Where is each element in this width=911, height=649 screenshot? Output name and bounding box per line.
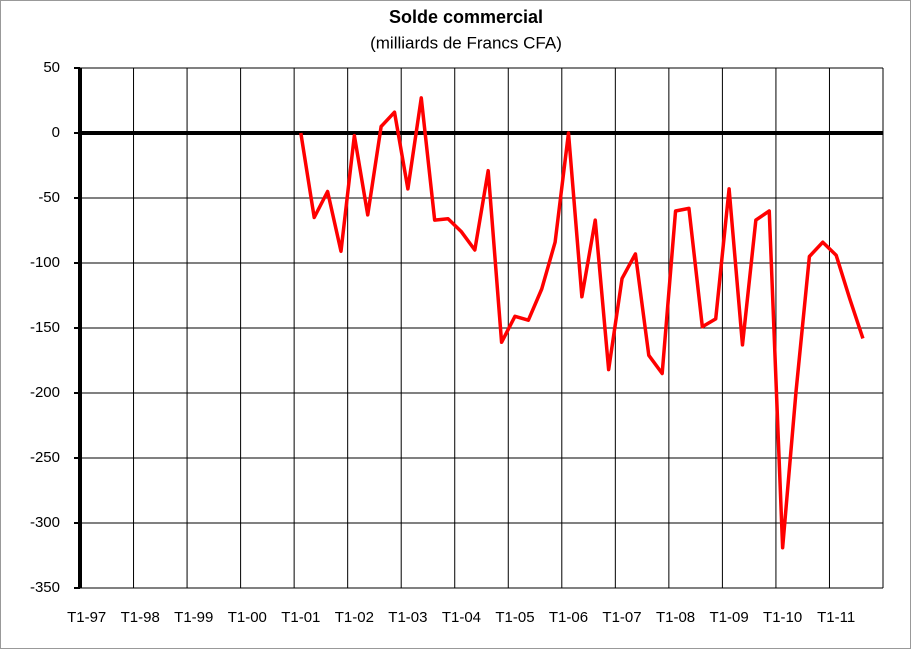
x-tick-label: T1-02 [335, 609, 374, 626]
y-tick-label: -150 [30, 319, 60, 336]
y-tick-label: -300 [30, 514, 60, 531]
y-tick-label: -250 [30, 449, 60, 466]
x-tick-label: T1-07 [602, 609, 641, 626]
x-tick-label: T1-10 [763, 609, 802, 626]
y-tick-label: -50 [38, 189, 60, 206]
x-tick-label: T1-06 [549, 609, 588, 626]
x-tick-label: T1-01 [281, 609, 320, 626]
x-tick-label: T1-00 [228, 609, 267, 626]
y-tick-label: -350 [30, 579, 60, 596]
x-tick-label: T1-98 [121, 609, 160, 626]
y-tick-label: -200 [30, 384, 60, 401]
y-tick-label: -100 [30, 254, 60, 271]
y-tick-label: 50 [43, 59, 60, 76]
x-tick-label: T1-97 [67, 609, 106, 626]
x-tick-label: T1-08 [656, 609, 695, 626]
chart-title: Solde commercial [389, 7, 543, 27]
x-tick-label: T1-99 [174, 609, 213, 626]
x-tick-label: T1-03 [388, 609, 427, 626]
x-tick-label: T1-04 [442, 609, 481, 626]
data-line [299, 96, 865, 550]
x-tick-label: T1-11 [817, 609, 855, 626]
x-tick-label: T1-05 [495, 609, 534, 626]
y-tick-label: 0 [52, 124, 60, 141]
chart-subtitle: (milliards de Francs CFA) [370, 33, 562, 52]
x-tick-label: T1-09 [709, 609, 748, 626]
